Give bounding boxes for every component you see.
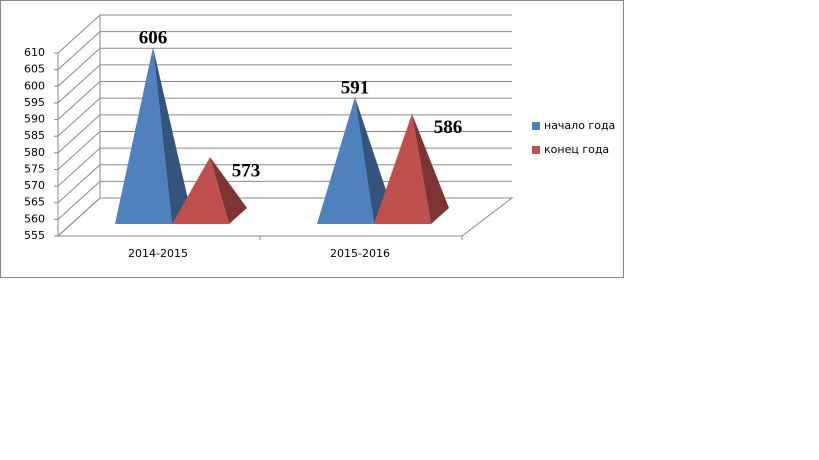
y-tick-label: 605 [24,63,45,76]
y-tick-label: 580 [24,146,45,159]
pyramid [115,47,190,225]
legend-label: начало года [544,119,615,132]
value-label: 573 [232,160,261,181]
y-tick-label: 555 [24,229,45,242]
pyramid-side [412,113,449,224]
x-tick-label: 2014-2015 [128,247,188,260]
pyramid-front [317,97,374,224]
grid-line [57,14,512,54]
pyramid-side [153,47,190,225]
y-tick-label: 570 [24,179,45,192]
y-tick-label: 610 [24,46,45,59]
grid-line [57,97,512,137]
pyramid [374,113,449,224]
pyramid-front [172,157,229,224]
y-tick-label: 600 [24,79,45,92]
grid-line [57,81,512,120]
legend-label: конец года [544,143,609,156]
pyramid-front [115,47,172,225]
pyramid-side [210,157,247,224]
pyramid [317,97,392,224]
value-label: 586 [434,117,463,138]
pyramid-side [355,97,392,224]
grid-line [57,31,512,71]
y-tick-label: 585 [24,129,45,142]
chart-border [0,0,624,278]
y-tick-label: 565 [24,196,45,209]
grid-line [57,64,512,104]
pyramid [172,157,247,224]
y-tick-label: 590 [24,113,45,126]
y-tick-label: 575 [24,162,45,175]
x-tick-label: 2015-2016 [330,247,390,260]
grid-line [57,130,512,170]
pyramid-front [374,113,431,224]
legend-swatch [532,146,540,154]
grid-line [57,114,512,154]
grid-line [57,47,512,87]
y-tick-label: 595 [24,96,45,109]
grid-line [57,147,512,187]
legend-swatch [532,122,540,130]
y-tick-label: 560 [24,212,45,225]
value-label: 606 [139,28,168,49]
value-label: 591 [341,78,370,99]
